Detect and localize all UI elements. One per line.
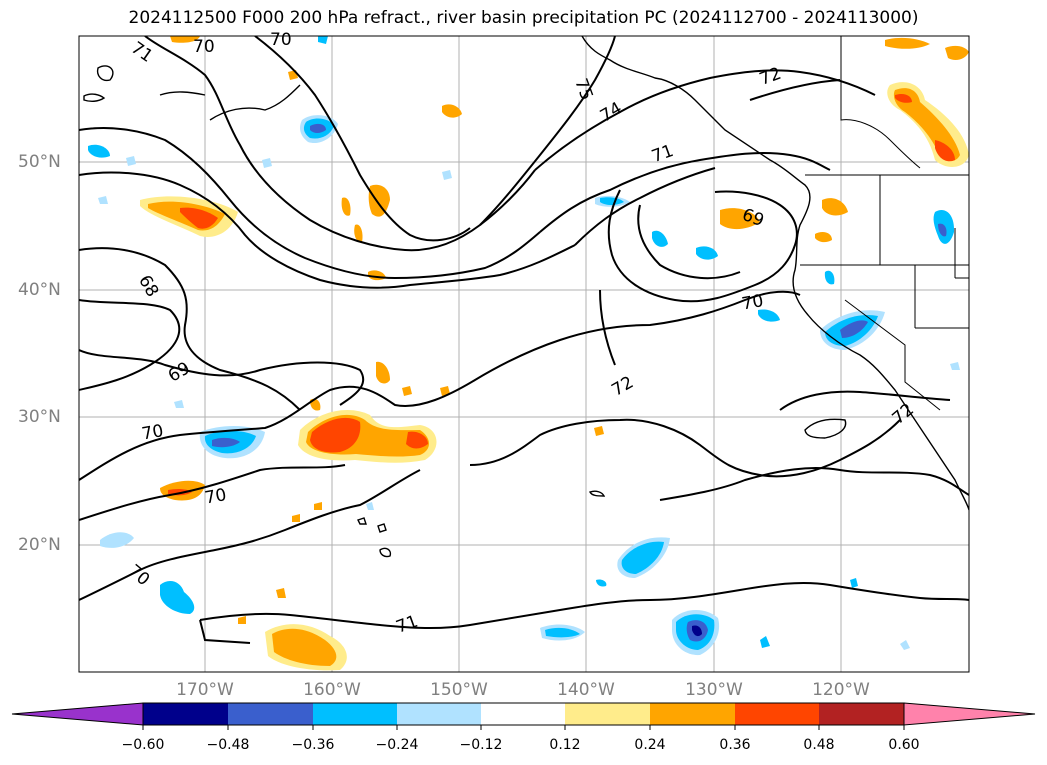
lon-label: 130°W bbox=[685, 680, 743, 700]
colorbar-bin bbox=[565, 703, 650, 725]
colorbar-tick-label: −0.60 bbox=[121, 737, 165, 753]
borders bbox=[800, 36, 969, 411]
lon-label: 120°W bbox=[812, 680, 870, 700]
colorbar-tick-label: 0.48 bbox=[803, 737, 835, 753]
lat-label: 20°N bbox=[18, 535, 61, 555]
colorbar-max-extend bbox=[903, 702, 1036, 726]
lon-label: 160°W bbox=[303, 680, 361, 700]
colorbar-bin bbox=[481, 703, 565, 725]
colorbar bbox=[11, 702, 1036, 730]
lon-label: 150°W bbox=[430, 680, 488, 700]
colorbar-bin bbox=[650, 703, 735, 725]
colorbar-tick-label: −0.36 bbox=[291, 737, 335, 753]
colorbar-bin bbox=[228, 703, 313, 725]
lon-label: 170°W bbox=[176, 680, 234, 700]
contour-label: 70 bbox=[140, 421, 165, 444]
contour-label: 70 bbox=[203, 485, 228, 508]
colorbar-bin bbox=[735, 703, 819, 725]
colorbar-tick-label: 0.12 bbox=[549, 737, 581, 753]
lat-label: 30°N bbox=[18, 407, 61, 427]
colorbar-tick-label: 0.24 bbox=[634, 737, 666, 753]
colorbar-bin bbox=[143, 703, 228, 725]
colorbar-bin bbox=[313, 703, 397, 725]
contour-label: 70 bbox=[740, 291, 765, 314]
refractivity-contours bbox=[79, 36, 969, 644]
gridlines bbox=[79, 36, 969, 672]
map-title: 2024112500 F000 200 hPa refract., river … bbox=[128, 8, 919, 28]
colorbar-min-extend bbox=[11, 702, 144, 726]
precip-positive-patches bbox=[140, 36, 969, 671]
contour-label: 70 bbox=[270, 30, 292, 50]
colorbar-tick-label: −0.12 bbox=[459, 737, 503, 753]
lat-label: 50°N bbox=[18, 152, 61, 172]
map-frame bbox=[78, 35, 970, 673]
colorbar-tick-label: −0.24 bbox=[375, 737, 419, 753]
lat-label: 40°N bbox=[18, 280, 61, 300]
colorbar-tick-label: −0.48 bbox=[206, 737, 250, 753]
precip-negative-patches bbox=[88, 36, 960, 656]
contour-label: 70 bbox=[193, 37, 215, 57]
colorbar-bin bbox=[819, 703, 904, 725]
colorbar-tick-label: 0.60 bbox=[888, 737, 920, 753]
colorbar-bin bbox=[397, 703, 481, 725]
lon-label: 140°W bbox=[557, 680, 615, 700]
colorbar-tick-label: 0.36 bbox=[719, 737, 751, 753]
